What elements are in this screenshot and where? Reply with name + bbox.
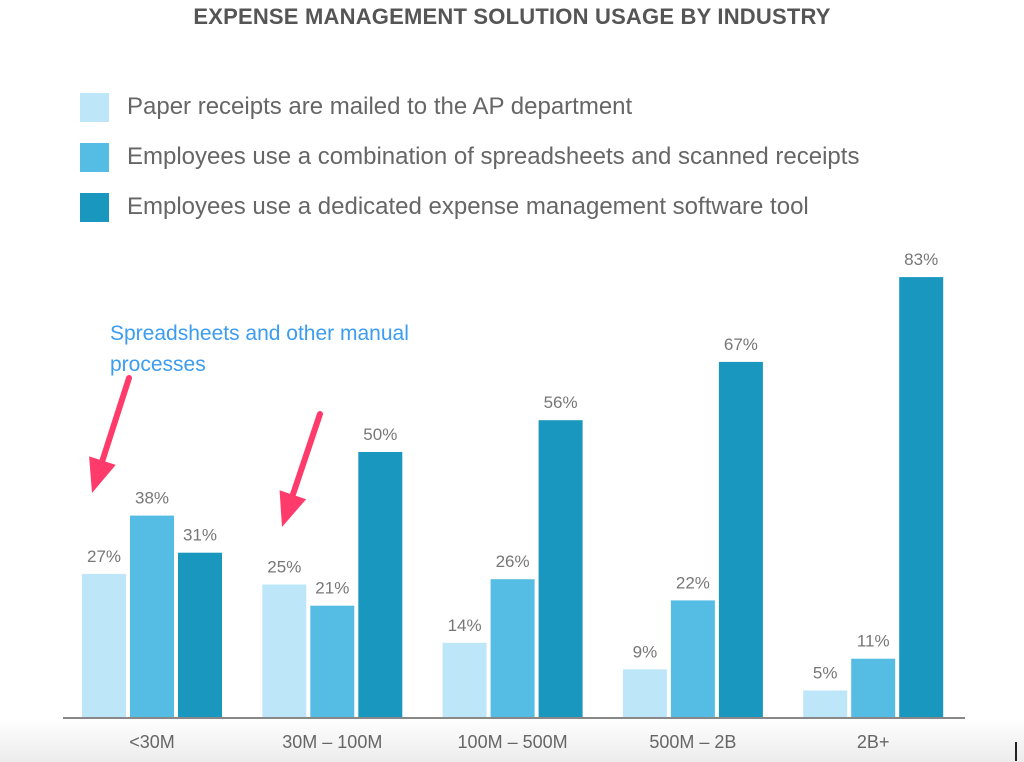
legend-label: Employees use a combination of spreadshe… — [127, 143, 860, 170]
text-cursor — [1015, 742, 1017, 761]
annotation-arrow-head — [89, 456, 116, 493]
bar — [899, 277, 944, 717]
annotation-line-1: Spreadsheets and other manual — [110, 322, 409, 345]
x-tick-label: <30M — [129, 732, 175, 752]
bar — [622, 669, 667, 717]
bar — [262, 584, 307, 717]
x-tick-label: 2B+ — [857, 732, 890, 752]
data-label: 26% — [496, 552, 530, 571]
legend: Paper receipts are mailed to the AP depa… — [80, 82, 859, 232]
data-label: 21% — [315, 579, 349, 598]
bar — [310, 605, 355, 717]
legend-swatch — [80, 92, 109, 122]
bar — [178, 552, 222, 717]
data-label: 27% — [87, 547, 121, 566]
bar — [803, 690, 848, 717]
legend-swatch — [80, 192, 109, 222]
annotation-text: Spreadsheets and other manual processes — [110, 318, 409, 380]
data-label: 83% — [904, 250, 938, 269]
legend-item-spreadsheets: Employees use a combination of spreadshe… — [80, 132, 859, 182]
data-label: 31% — [183, 526, 217, 545]
bar — [358, 452, 403, 717]
legend-item-software: Employees use a dedicated expense manage… — [80, 182, 859, 232]
bar — [851, 658, 896, 717]
legend-label: Employees use a dedicated expense manage… — [127, 193, 809, 220]
bar — [130, 515, 174, 717]
x-tick-label: 500M – 2B — [649, 732, 736, 752]
annotation-arrow-shaft — [289, 411, 323, 498]
data-label: 14% — [448, 616, 482, 635]
bar — [490, 579, 535, 717]
x-tick-label: 100M – 500M — [458, 732, 568, 752]
data-label: 38% — [135, 489, 169, 508]
background-fade — [0, 718, 1024, 762]
bar — [538, 420, 583, 717]
bar — [670, 600, 715, 717]
chart-title: EXPENSE MANAGEMENT SOLUTION USAGE BY IND… — [193, 4, 831, 29]
annotation-arrow-head — [279, 490, 307, 527]
x-tick-label: 30M – 100M — [282, 732, 382, 752]
annotation-line-2: processes — [110, 353, 206, 376]
data-label: 22% — [676, 573, 710, 592]
data-label: 56% — [544, 393, 578, 412]
data-label: 5% — [813, 664, 838, 683]
bar — [718, 361, 763, 717]
data-label: 11% — [857, 632, 890, 651]
data-label: 25% — [267, 558, 301, 577]
annotation-arrow-shaft — [99, 375, 132, 464]
legend-swatch — [80, 142, 109, 172]
data-label: 50% — [363, 425, 397, 444]
bar — [442, 642, 487, 717]
legend-label: Paper receipts are mailed to the AP depa… — [127, 93, 633, 120]
bar — [82, 573, 126, 717]
data-label: 9% — [633, 642, 658, 661]
legend-item-paper: Paper receipts are mailed to the AP depa… — [80, 82, 859, 132]
data-label: 67% — [724, 335, 758, 354]
